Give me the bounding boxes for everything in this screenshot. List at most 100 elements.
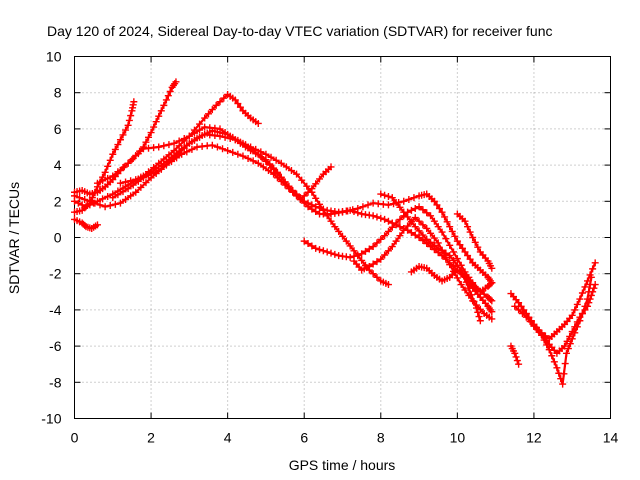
marker (106, 202, 114, 210)
marker (405, 195, 413, 203)
data-point (132, 176, 140, 184)
marker (183, 141, 191, 149)
data-point (346, 253, 354, 261)
marker (443, 218, 451, 226)
marker (427, 238, 435, 246)
marker (111, 145, 119, 153)
marker (205, 110, 212, 118)
marker (451, 232, 459, 240)
data-point (266, 161, 274, 169)
marker (578, 310, 586, 318)
marker (327, 249, 335, 257)
marker (396, 203, 404, 211)
marker (581, 302, 589, 310)
data-point (438, 208, 446, 216)
data-point (124, 121, 132, 129)
marker (312, 194, 320, 202)
marker (430, 241, 438, 249)
marker (96, 201, 104, 209)
data-point (381, 215, 389, 223)
x-tick-label: 2 (147, 430, 155, 446)
data-point (415, 234, 423, 241)
data-point (488, 264, 496, 272)
data-point (346, 206, 354, 214)
marker (234, 100, 242, 108)
marker (487, 296, 495, 304)
marker (208, 106, 216, 114)
marker (586, 281, 594, 289)
data-point (101, 203, 109, 211)
series-track-17 (522, 273, 595, 388)
y-tick-label: -4 (49, 302, 62, 318)
data-point (411, 223, 419, 231)
data-point (388, 194, 396, 202)
marker (196, 120, 204, 128)
x-tick-label: 6 (300, 430, 308, 446)
data-point (465, 284, 473, 292)
data-point (450, 248, 458, 256)
marker (464, 223, 472, 231)
data-point (559, 380, 567, 388)
marker (461, 286, 469, 294)
marker (441, 213, 449, 221)
marker (373, 258, 381, 266)
marker (550, 358, 558, 366)
data-point (312, 203, 320, 211)
marker (183, 148, 191, 156)
marker (145, 133, 153, 141)
marker (134, 150, 142, 158)
marker (339, 232, 346, 240)
marker (446, 241, 454, 249)
marker (312, 180, 320, 188)
marker (384, 227, 392, 235)
marker (487, 280, 495, 288)
data-point (109, 150, 117, 158)
data-point (155, 112, 163, 120)
data-point (277, 159, 285, 167)
data-point (93, 179, 101, 187)
marker (438, 247, 446, 255)
series-trace (73, 93, 260, 208)
data-point (423, 224, 431, 232)
marker (471, 238, 479, 246)
marker (111, 200, 119, 208)
marker (282, 163, 290, 171)
data-point (488, 279, 496, 287)
y-tick-label: 10 (46, 49, 62, 65)
marker (308, 242, 316, 250)
marker (354, 251, 362, 259)
data-point (377, 190, 385, 198)
marker (434, 223, 442, 231)
marker (270, 165, 278, 173)
data-point (415, 203, 423, 211)
marker (456, 241, 464, 249)
marker (453, 274, 461, 282)
y-tick-label: 4 (54, 157, 62, 173)
marker (119, 164, 127, 172)
data-point (400, 208, 408, 216)
marker (106, 156, 114, 164)
marker (234, 136, 242, 144)
marker (517, 302, 525, 310)
data-point (568, 335, 576, 343)
data-point (130, 98, 138, 106)
data-point (576, 295, 584, 303)
marker (480, 290, 488, 298)
marker (466, 255, 474, 263)
marker (369, 260, 377, 268)
marker (411, 205, 419, 213)
data-point (289, 186, 297, 194)
axis-ticks: 0 2 4 6 8 10 12 14 -10 -8 -6 -4 -2 0 2 4 6 8 10 (41, 49, 618, 446)
data-point (476, 317, 484, 325)
x-axis-label: GPS time / hours (289, 457, 396, 473)
marker (74, 199, 82, 207)
marker (298, 176, 306, 184)
marker (188, 145, 196, 153)
marker (296, 194, 304, 202)
marker (415, 217, 423, 225)
marker (99, 177, 107, 185)
data-point (86, 197, 94, 205)
data-point (562, 349, 570, 357)
marker (316, 246, 324, 254)
